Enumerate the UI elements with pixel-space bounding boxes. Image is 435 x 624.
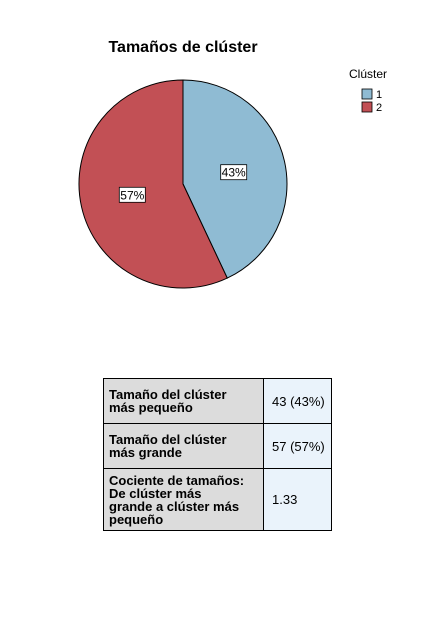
table-row: Tamaño del clúster más pequeño 43 (43%) <box>103 378 332 424</box>
legend-label-2: 2 <box>376 102 382 114</box>
pie-labels: 43% 57% <box>118 164 248 203</box>
slice-percent-label: 57% <box>118 186 146 203</box>
legend: Clúster 12 <box>349 67 387 114</box>
cluster-summary-table: Tamaño del clúster más pequeño 43 (43%) … <box>103 378 332 531</box>
slice-percent-label: 43% <box>220 164 248 181</box>
row-value: 57 (57%) <box>263 423 332 469</box>
legend-swatch-1 <box>361 88 373 100</box>
row-value: 1.33 <box>263 468 332 531</box>
pie-slice-2 <box>78 79 228 289</box>
svg-text:43%: 43% <box>222 166 246 180</box>
row-label: Cociente de tamaños: De clúster más gran… <box>103 468 264 531</box>
svg-text:57%: 57% <box>120 188 144 202</box>
table-row: Cociente de tamaños: De clúster más gran… <box>103 468 332 531</box>
legend-title: Clúster <box>349 67 387 81</box>
chart-title: Tamaños de clúster <box>108 39 257 56</box>
row-value: 43 (43%) <box>263 378 332 424</box>
row-label: Tamaño del clúster más grande <box>103 423 264 469</box>
pie-chart-svg: Tamaños de clúster 43% 57% Clúster 12 <box>78 39 387 289</box>
table-row: Tamaño del clúster más grande 57 (57%) <box>103 423 332 469</box>
row-label: Tamaño del clúster más pequeño <box>103 378 264 424</box>
legend-swatch-2 <box>361 101 373 113</box>
pie-slices <box>78 79 288 289</box>
legend-label-1: 1 <box>376 89 382 101</box>
